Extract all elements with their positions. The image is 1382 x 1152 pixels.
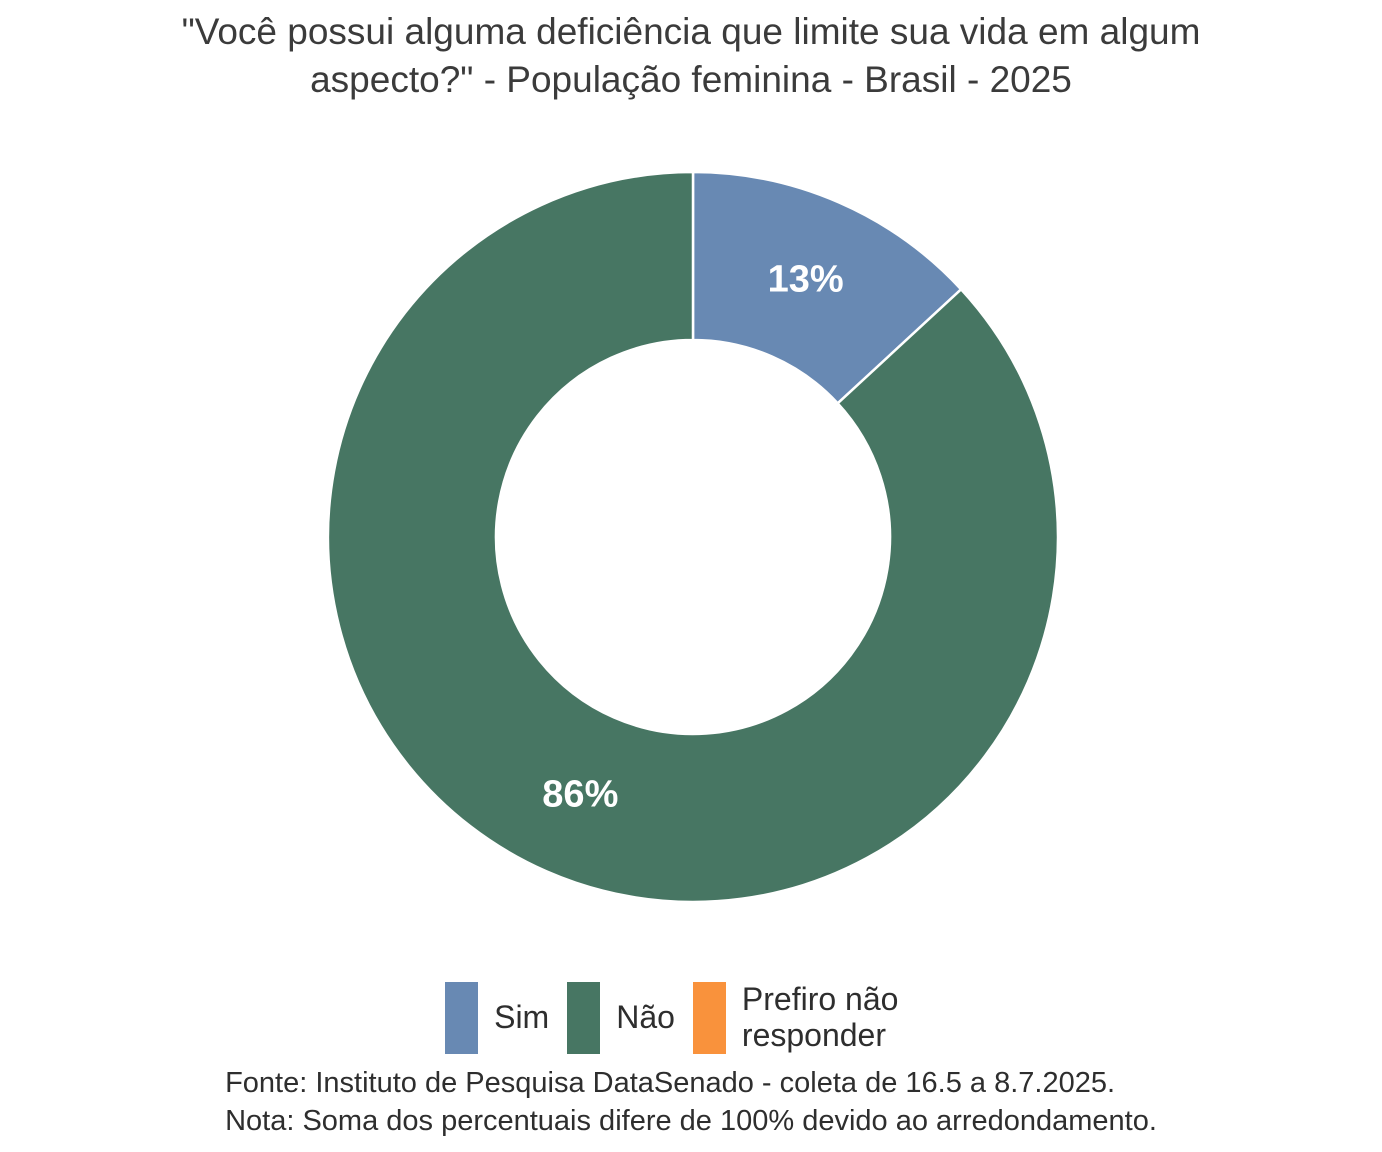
caption-source-line: Fonte: Instituto de Pesquisa DataSenado … bbox=[225, 1067, 1116, 1099]
caption: Fonte: Instituto de Pesquisa DataSenado … bbox=[0, 1064, 1382, 1141]
legend-item-prefiro-nao-responder: Prefiro não responder bbox=[692, 981, 937, 1054]
donut-chart-area: 13% 86% bbox=[313, 157, 1073, 917]
chart-title-line-2: aspecto?" - População feminina - Brasil … bbox=[310, 59, 1072, 101]
legend-item-nao: Não bbox=[567, 982, 675, 1054]
legend-swatch-sim bbox=[445, 982, 479, 1054]
slice-percent-label: 13% bbox=[768, 259, 844, 301]
legend-item-sim: Sim bbox=[445, 982, 549, 1054]
slice-percent-label: 86% bbox=[542, 773, 618, 815]
chart-title-line-1: "Você possui alguma deficiência que limi… bbox=[181, 11, 1201, 52]
legend-label-sim: Sim bbox=[494, 999, 550, 1036]
caption-note-line: Nota: Soma dos percentuais difere de 100… bbox=[225, 1105, 1157, 1138]
legend-label-prefiro-nao-responder: Prefiro não responder bbox=[741, 981, 899, 1053]
legend-swatch-nao bbox=[567, 982, 601, 1054]
legend-swatch-prefiro-nao-responder bbox=[692, 982, 726, 1054]
chart-title: "Você possui alguma deficiência que limi… bbox=[0, 8, 1382, 104]
legend-label-nao: Não bbox=[616, 999, 675, 1036]
legend: Sim Não Prefiro não responder bbox=[0, 981, 1382, 1054]
donut-chart: 13% 86% bbox=[326, 170, 1060, 904]
donut-slice bbox=[691, 170, 963, 405]
donut-slice bbox=[326, 170, 1060, 904]
